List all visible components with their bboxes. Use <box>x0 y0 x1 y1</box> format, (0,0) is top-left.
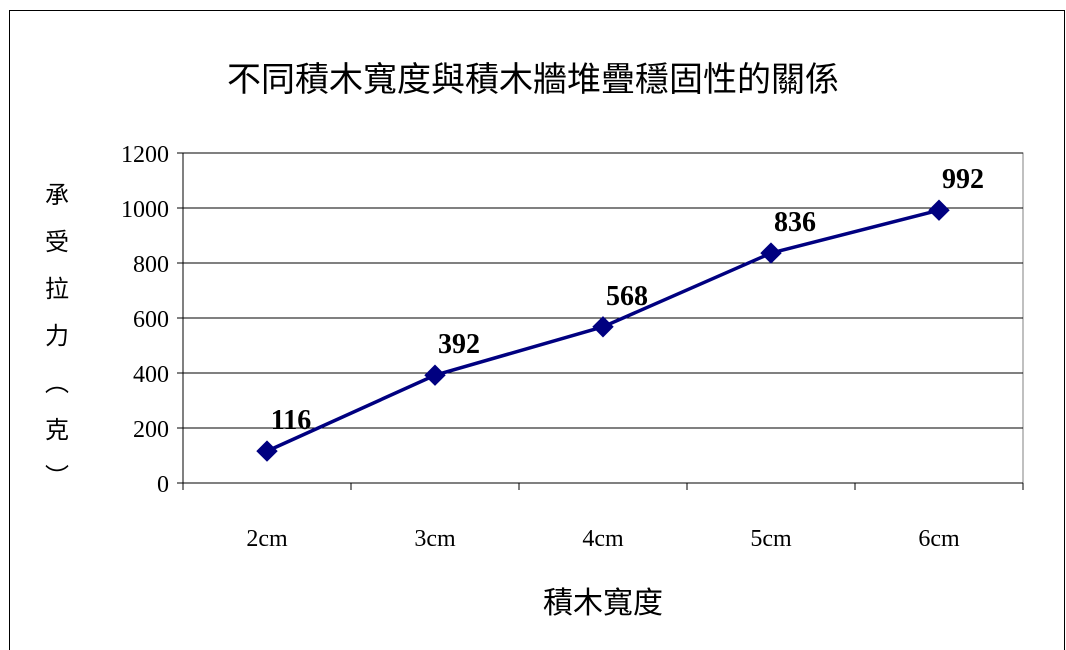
data-label: 116 <box>271 405 311 436</box>
y-axis-label-char: 克 <box>45 416 69 444</box>
chart-title: 不同積木寬度與積木牆堆疊穩固性的關係 <box>227 60 839 100</box>
y-axis-label-char: 拉 <box>45 275 69 303</box>
data-point-marker <box>424 364 446 386</box>
x-tick-label: 4cm <box>582 526 624 552</box>
x-tick-label: 6cm <box>918 526 960 552</box>
data-point-marker <box>928 199 950 221</box>
x-tick-label: 2cm <box>246 526 288 552</box>
data-point-marker <box>256 440 278 462</box>
y-tick-label: 0 <box>157 472 169 498</box>
data-point-marker <box>760 242 782 264</box>
data-label: 392 <box>438 329 480 360</box>
data-label: 568 <box>606 281 648 312</box>
data-point-marker <box>592 316 614 338</box>
y-axis-label-char: ︶ <box>45 463 69 491</box>
data-label: 992 <box>942 164 984 195</box>
y-tick-label: 200 <box>133 417 169 443</box>
y-axis-label-char: ︵ <box>45 369 69 397</box>
y-axis-label-char: 力 <box>45 322 69 350</box>
y-axis-label: 承受拉力 ︵ 克 ︶ <box>42 172 72 501</box>
y-tick-label: 1000 <box>121 197 169 223</box>
x-tick-label: 3cm <box>414 526 456 552</box>
y-tick-label: 1200 <box>121 142 169 168</box>
y-tick-label: 400 <box>133 362 169 388</box>
y-tick-label: 600 <box>133 307 169 333</box>
chart-frame <box>9 10 1065 650</box>
y-axis-label-char: 承 <box>45 181 69 209</box>
data-label: 836 <box>774 207 816 238</box>
x-tick-label: 5cm <box>750 526 792 552</box>
x-axis-label: 積木寬度 <box>543 586 663 621</box>
y-axis-label-char: 受 <box>45 228 69 256</box>
y-tick-label: 800 <box>133 252 169 278</box>
